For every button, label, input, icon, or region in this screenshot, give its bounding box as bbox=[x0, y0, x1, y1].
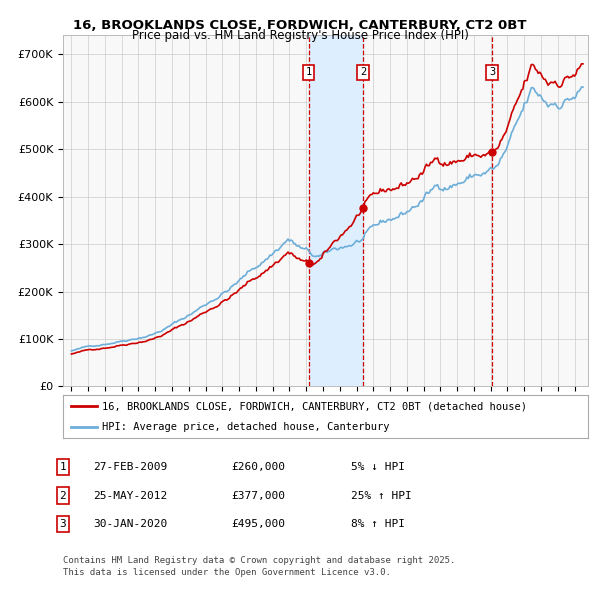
Text: 2: 2 bbox=[59, 491, 67, 500]
Text: 8% ↑ HPI: 8% ↑ HPI bbox=[351, 519, 405, 529]
Text: 3: 3 bbox=[59, 519, 67, 529]
Text: £495,000: £495,000 bbox=[231, 519, 285, 529]
Text: 25% ↑ HPI: 25% ↑ HPI bbox=[351, 491, 412, 500]
Text: 16, BROOKLANDS CLOSE, FORDWICH, CANTERBURY, CT2 0BT (detached house): 16, BROOKLANDS CLOSE, FORDWICH, CANTERBU… bbox=[103, 401, 527, 411]
Text: 16, BROOKLANDS CLOSE, FORDWICH, CANTERBURY, CT2 0BT: 16, BROOKLANDS CLOSE, FORDWICH, CANTERBU… bbox=[73, 19, 527, 32]
Text: 5% ↓ HPI: 5% ↓ HPI bbox=[351, 463, 405, 472]
Text: 27-FEB-2009: 27-FEB-2009 bbox=[93, 463, 167, 472]
Text: 1: 1 bbox=[305, 67, 312, 77]
Bar bbox=[309, 35, 363, 386]
Text: 25-MAY-2012: 25-MAY-2012 bbox=[93, 491, 167, 500]
Text: 1: 1 bbox=[59, 463, 67, 472]
Text: 3: 3 bbox=[489, 67, 495, 77]
Text: 30-JAN-2020: 30-JAN-2020 bbox=[93, 519, 167, 529]
Text: 2: 2 bbox=[360, 67, 366, 77]
Text: Price paid vs. HM Land Registry's House Price Index (HPI): Price paid vs. HM Land Registry's House … bbox=[131, 30, 469, 42]
Text: Contains HM Land Registry data © Crown copyright and database right 2025.: Contains HM Land Registry data © Crown c… bbox=[63, 556, 455, 565]
Text: This data is licensed under the Open Government Licence v3.0.: This data is licensed under the Open Gov… bbox=[63, 568, 391, 577]
Text: HPI: Average price, detached house, Canterbury: HPI: Average price, detached house, Cant… bbox=[103, 422, 390, 432]
Text: £260,000: £260,000 bbox=[231, 463, 285, 472]
Text: £377,000: £377,000 bbox=[231, 491, 285, 500]
